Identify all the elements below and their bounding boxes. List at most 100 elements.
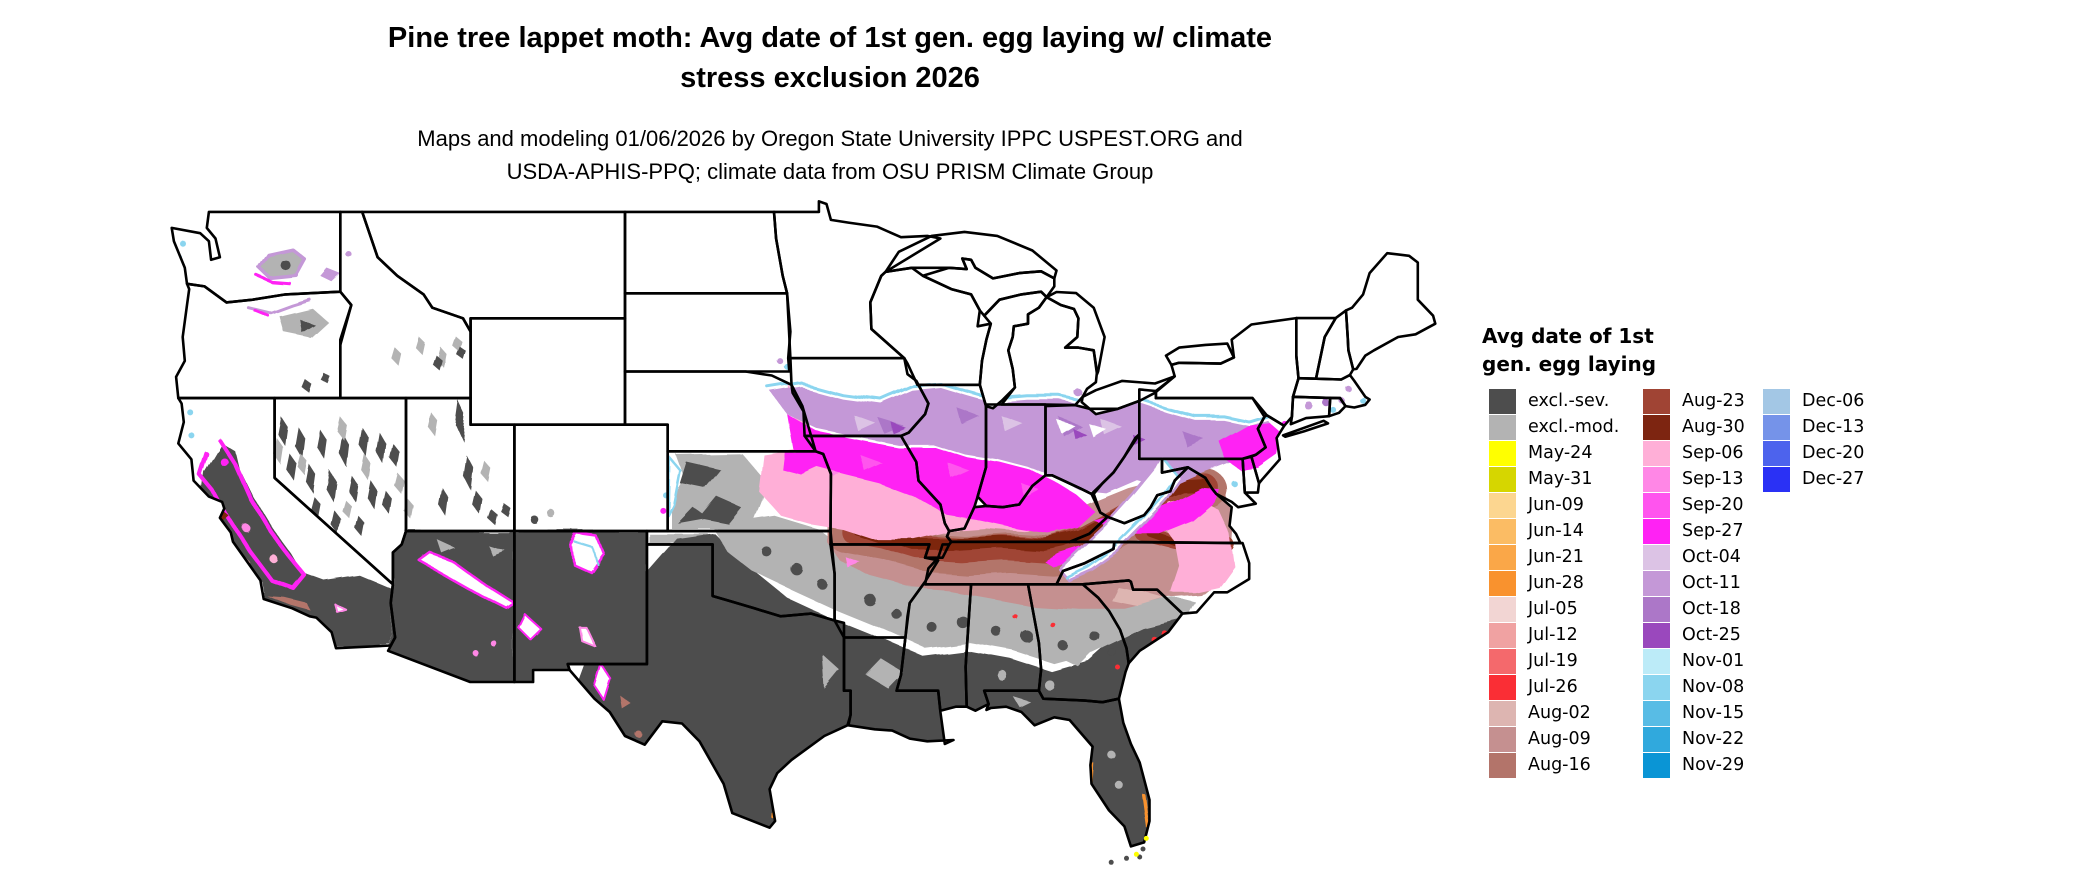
legend-entry-label: Dec-27 <box>1802 469 1865 489</box>
legend-entry-label: Jul-05 <box>1528 599 1578 619</box>
legend-swatch <box>1489 752 1516 778</box>
legend-swatch <box>1489 414 1516 440</box>
legend-swatch <box>1643 674 1670 700</box>
legend-entry: Jun-21 <box>1489 544 1619 570</box>
legend-swatch <box>1489 466 1516 492</box>
legend-swatch <box>1643 466 1670 492</box>
legend-swatch <box>1763 466 1790 492</box>
legend-swatch <box>1643 596 1670 622</box>
legend-entry-label: Jul-26 <box>1528 677 1578 697</box>
legend-entry: Aug-30 <box>1643 414 1745 440</box>
legend-entry: Oct-11 <box>1643 570 1745 596</box>
legend-entry: Nov-01 <box>1643 648 1745 674</box>
legend-entry: Dec-06 <box>1763 388 1864 414</box>
legend-entry: Oct-25 <box>1643 622 1745 648</box>
legend-column: Aug-23 Aug-30 Sep-06 Sep-13 Sep-20 Sep-27 Oct-… <box>1643 388 1745 778</box>
legend-swatch <box>1643 518 1670 544</box>
legend-swatch <box>1763 440 1790 466</box>
legend-entry: Jun-28 <box>1489 570 1619 596</box>
legend-entry: Sep-13 <box>1643 466 1745 492</box>
legend-swatch <box>1489 440 1516 466</box>
legend-entry: Jul-26 <box>1489 674 1619 700</box>
legend-swatch <box>1643 414 1670 440</box>
legend-swatch <box>1489 726 1516 752</box>
legend-swatch <box>1643 492 1670 518</box>
legend-swatch <box>1489 622 1516 648</box>
legend-entry: Jul-05 <box>1489 596 1619 622</box>
legend-entry-label: Nov-08 <box>1682 677 1745 697</box>
legend-entry: Jun-09 <box>1489 492 1619 518</box>
legend-entry-label: Aug-16 <box>1528 755 1591 775</box>
legend-swatch <box>1489 518 1516 544</box>
legend-entry-label: Aug-23 <box>1682 391 1745 411</box>
legend-entry: Oct-04 <box>1643 544 1745 570</box>
legend-entry-label: Jun-28 <box>1528 573 1584 593</box>
map-title-line2: stress exclusion 2026 <box>680 62 980 94</box>
legend-entry: May-31 <box>1489 466 1619 492</box>
legend-entry: Nov-08 <box>1643 674 1745 700</box>
map-title-line1: Pine tree lappet moth: Avg date of 1st g… <box>387 22 1273 54</box>
legend-entry: excl.-sev. <box>1489 388 1619 414</box>
legend-entry: Nov-15 <box>1643 700 1745 726</box>
legend-entry-label: Dec-13 <box>1802 417 1865 437</box>
legend-entry-label: Sep-20 <box>1682 495 1744 515</box>
legend-swatch <box>1643 726 1670 752</box>
legend-entry: Sep-27 <box>1643 518 1745 544</box>
legend-entry-label: Nov-22 <box>1682 729 1745 749</box>
legend-entry: Aug-09 <box>1489 726 1619 752</box>
legend-swatch <box>1643 752 1670 778</box>
legend-entry: Aug-02 <box>1489 700 1619 726</box>
legend-swatch <box>1489 648 1516 674</box>
legend-swatch <box>1489 596 1516 622</box>
legend-title: Avg date of 1st gen. egg laying <box>1482 322 1962 378</box>
legend-entry-label: excl.-sev. <box>1528 391 1610 411</box>
map-subtitle-line1: Maps and modeling 01/06/2026 by Oregon S… <box>417 126 1243 151</box>
legend-entry-label: Nov-01 <box>1682 651 1745 671</box>
legend-swatch <box>1489 674 1516 700</box>
legend-entry: Jul-12 <box>1489 622 1619 648</box>
legend-entry-label: Jun-14 <box>1528 521 1584 541</box>
legend-entry: Nov-29 <box>1643 752 1745 778</box>
legend-swatch <box>1643 388 1670 414</box>
legend-entry-label: Dec-06 <box>1802 391 1865 411</box>
legend-swatch <box>1763 414 1790 440</box>
legend-entry: excl.-mod. <box>1489 414 1619 440</box>
legend-column: excl.-sev. excl.-mod. May-24 May-31 Jun-09 Ju… <box>1489 388 1619 778</box>
legend-entry: Oct-18 <box>1643 596 1745 622</box>
legend-entry-label: Oct-18 <box>1682 599 1741 619</box>
legend-title-line2: gen. egg laying <box>1482 352 1657 376</box>
legend-swatch <box>1643 648 1670 674</box>
legend-entry: Dec-27 <box>1763 466 1864 492</box>
legend-entry: May-24 <box>1489 440 1619 466</box>
legend-entry-label: Sep-27 <box>1682 521 1744 541</box>
legend-entry: Aug-23 <box>1643 388 1745 414</box>
legend-entry-label: Sep-13 <box>1682 469 1744 489</box>
legend-entry-label: Aug-02 <box>1528 703 1591 723</box>
legend-entry-label: Jul-19 <box>1528 651 1578 671</box>
legend-swatch <box>1489 388 1516 414</box>
legend-entry-label: Jun-09 <box>1528 495 1584 515</box>
legend-entry: Jun-14 <box>1489 518 1619 544</box>
legend: Avg date of 1st gen. egg laying excl.-se… <box>1482 322 1962 788</box>
legend-entry: Dec-13 <box>1763 414 1864 440</box>
map-subtitle: Maps and modeling 01/06/2026 by Oregon S… <box>230 122 1430 188</box>
legend-entry-label: Sep-06 <box>1682 443 1744 463</box>
legend-entry-label: Jun-21 <box>1528 547 1584 567</box>
legend-swatch <box>1643 544 1670 570</box>
legend-title-line1: Avg date of 1st <box>1482 324 1654 348</box>
legend-swatch <box>1643 440 1670 466</box>
legend-entry-label: Nov-29 <box>1682 755 1745 775</box>
legend-entry-label: May-31 <box>1528 469 1593 489</box>
legend-swatch <box>1489 544 1516 570</box>
legend-columns: excl.-sev. excl.-mod. May-24 May-31 Jun-09 Ju… <box>1482 388 1962 788</box>
legend-column: Dec-06 Dec-13 Dec-20 Dec-27 <box>1763 388 1864 492</box>
legend-entry: Nov-22 <box>1643 726 1745 752</box>
legend-swatch <box>1489 700 1516 726</box>
legend-entry-label: Aug-09 <box>1528 729 1591 749</box>
legend-entry: Jul-19 <box>1489 648 1619 674</box>
legend-entry-label: Oct-25 <box>1682 625 1741 645</box>
map-title: Pine tree lappet moth: Avg date of 1st g… <box>230 18 1430 98</box>
legend-entry-label: May-24 <box>1528 443 1593 463</box>
legend-entry-label: Jul-12 <box>1528 625 1578 645</box>
